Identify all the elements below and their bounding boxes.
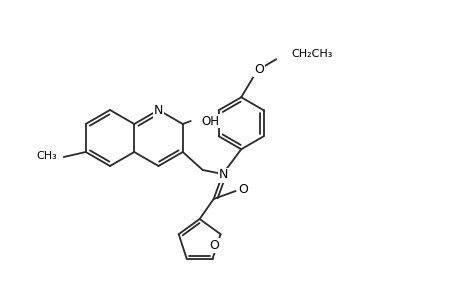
Text: N: N: [153, 103, 163, 116]
Text: CH₃: CH₃: [36, 151, 56, 161]
Text: O: O: [209, 239, 219, 252]
Text: CH₂CH₃: CH₂CH₃: [291, 49, 332, 59]
Text: N: N: [218, 169, 228, 182]
Text: O: O: [238, 184, 248, 196]
Text: OH: OH: [202, 115, 219, 128]
Text: O: O: [254, 63, 263, 76]
